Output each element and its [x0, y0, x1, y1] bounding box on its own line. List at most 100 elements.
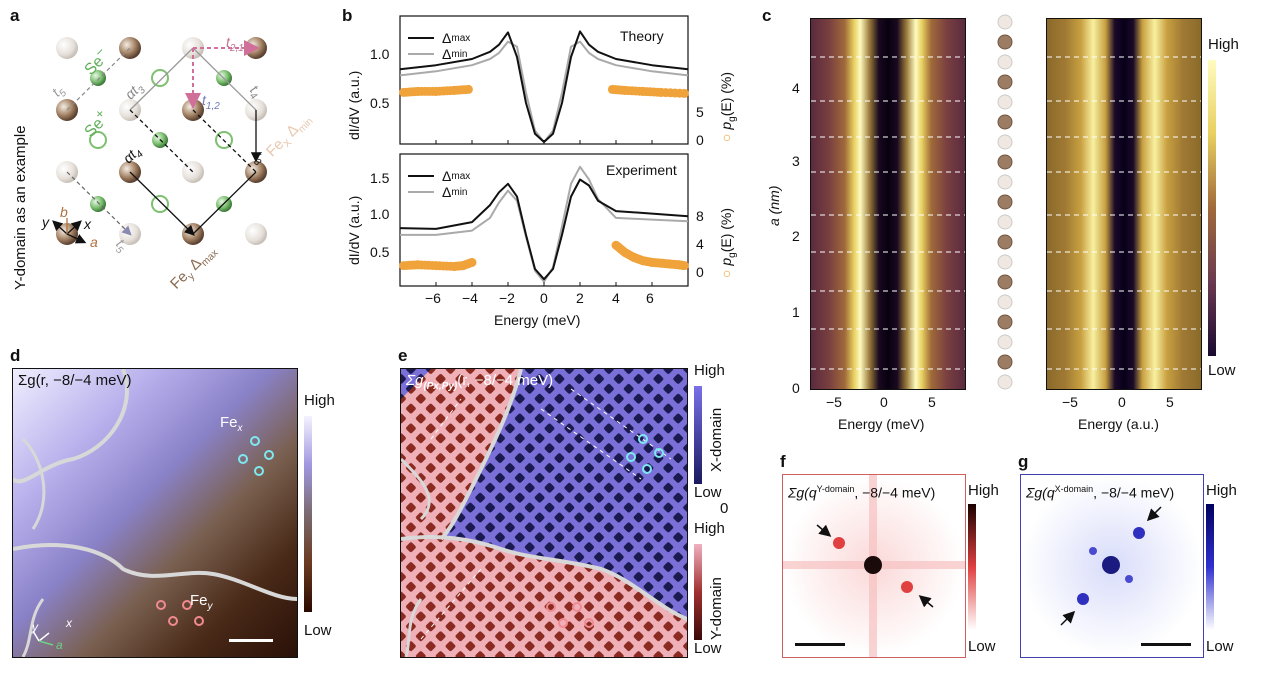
e-cbar-x-domain: X-domain [708, 407, 725, 472]
c-right-map [1046, 18, 1202, 390]
g-bragg-peak [1077, 593, 1089, 605]
panel-b-charts [399, 15, 689, 287]
bottom-left-tick: 0.5 [370, 244, 390, 260]
se-plus-atom [89, 131, 107, 149]
g-cbar-low: Low [1206, 638, 1234, 655]
pg-point [467, 257, 477, 267]
t12-label: t1,2 [202, 92, 220, 112]
pg-point [463, 84, 473, 94]
c-left-x-tick: 5 [928, 394, 936, 410]
axis-a-label: a [90, 234, 98, 250]
g-title: Σg(qX-domain, −8/−4 meV) [1026, 484, 1175, 501]
fey-marker [558, 618, 568, 628]
pg-point [679, 261, 689, 271]
c-y-tick: 0 [792, 380, 800, 396]
top-left-tick: 0.5 [370, 95, 390, 111]
fey-marker [182, 600, 192, 610]
fex-marker [264, 450, 274, 460]
e-colorbar-y [694, 544, 702, 640]
bottom-left-tick: 1.0 [370, 206, 390, 222]
d-map [12, 368, 298, 658]
bottom-ylabel-right: ○ pg(E) (%) [718, 207, 738, 278]
fex-marker [642, 464, 652, 474]
f-title: Σg(qY-domain, −8/−4 meV) [788, 484, 936, 501]
e-cbar-y-domain: Y-domain [708, 577, 725, 640]
top-ylabel-right: ○ pg(E) (%) [718, 71, 738, 142]
fey-marker [546, 602, 556, 612]
panel-label-g: g [1018, 452, 1029, 471]
c-left-xlabel: Energy (meV) [838, 416, 925, 432]
c-left-x-tick: 0 [880, 394, 888, 410]
fex-marker [654, 448, 664, 458]
c-left-map [810, 18, 966, 390]
atom-column [997, 14, 1013, 390]
panel-label-c: c [762, 6, 772, 25]
x-tick: 2 [576, 290, 584, 306]
c-right-x-tick: 5 [1166, 394, 1174, 410]
top-right-tick: 0 [696, 132, 704, 148]
g-map [1020, 474, 1204, 658]
panel-label-e: e [398, 346, 408, 365]
se-plus-atom [151, 69, 169, 87]
e-title: Σg(Px,Py)(r, −8/−4 meV) [406, 372, 554, 392]
c-cbar-high: High [1208, 36, 1239, 53]
fex-marker [626, 452, 636, 462]
lattice-diagram [52, 37, 267, 245]
axis-y-label: y [42, 214, 49, 230]
bottom-right-tick: 4 [696, 236, 704, 252]
scale-bar [229, 639, 273, 642]
e-cbar-zero: 0 [720, 500, 729, 517]
e-map [400, 368, 688, 658]
d-axis-y: y [32, 620, 38, 634]
f-cbar-low: Low [968, 638, 996, 655]
c-right-x-tick: −5 [1062, 394, 1078, 410]
panel-label-f: f [780, 452, 786, 471]
d-fey-label: Fey [190, 592, 213, 612]
c-colorbar [1208, 60, 1216, 356]
e-colorbar-x [694, 386, 702, 484]
top-ylabel-left: dI/dV (a.u.) [346, 70, 362, 140]
se-minus-atom [90, 70, 106, 86]
x-tick: 6 [646, 290, 654, 306]
g-colorbar [1206, 504, 1214, 630]
bottom-right-tick: 8 [696, 208, 704, 224]
fex-marker [250, 436, 260, 446]
x-tick: 0 [540, 290, 548, 306]
d-axis-x: x [66, 616, 72, 630]
fey-marker [572, 602, 582, 612]
fey-marker [168, 616, 178, 626]
c-right-x-tick: 0 [1118, 394, 1126, 410]
panel-c-ylabel: a (nm) [766, 185, 782, 226]
c-right-xlabel: Energy (a.u.) [1078, 416, 1159, 432]
fex-marker [254, 466, 264, 476]
se-plus-atom [151, 195, 169, 213]
g-center-peak [1102, 556, 1120, 574]
fex-marker [238, 454, 248, 464]
d-axis-a: a [56, 638, 63, 652]
c-y-tick: 1 [792, 304, 800, 320]
experiment-label: Experiment [606, 162, 677, 178]
fe-atom [56, 37, 78, 59]
fey-marker [194, 616, 204, 626]
bottom-left-tick: 1.5 [370, 170, 390, 186]
fey-marker [156, 600, 166, 610]
scale-bar [795, 643, 845, 646]
panel-label-d: d [10, 346, 21, 365]
f-center-peak [864, 556, 882, 574]
x-tick: −6 [425, 290, 441, 306]
t21-label: t2,1 [226, 34, 244, 54]
x-tick: −4 [462, 290, 478, 306]
c-y-tick: 3 [792, 153, 800, 169]
fey-marker [584, 618, 594, 628]
fe-atom [245, 223, 267, 245]
theory-label: Theory [620, 28, 664, 44]
g-cbar-high: High [1206, 482, 1237, 499]
top-left-tick: 1.0 [370, 46, 390, 62]
c-y-tick: 4 [792, 80, 800, 96]
axis-x-label: x [84, 216, 91, 232]
e-cbar-high-top: High [694, 362, 725, 379]
panel-label-b: b [342, 6, 353, 25]
c-left-x-tick: −5 [826, 394, 842, 410]
panel-label-a: a [10, 6, 20, 25]
